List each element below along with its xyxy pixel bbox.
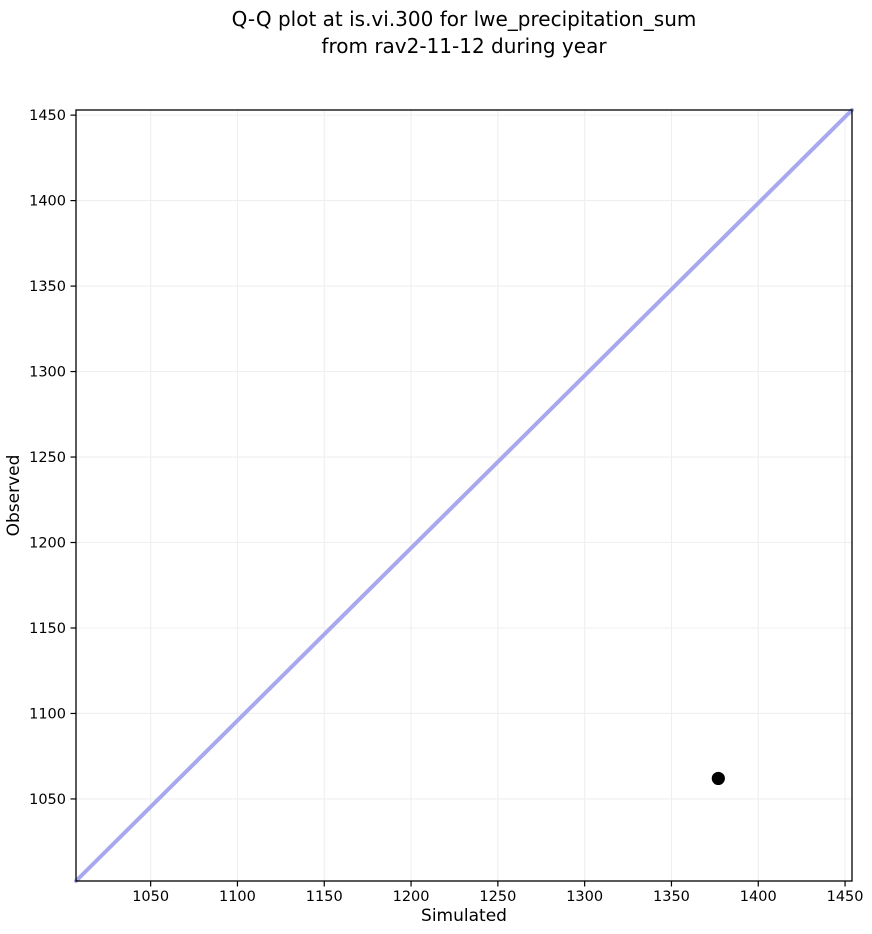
y-tick-label: 1150 (29, 621, 66, 637)
y-tick-label: 1200 (29, 536, 66, 552)
x-tick-label: 1300 (566, 889, 603, 905)
axes-layer (70, 109, 853, 887)
x-tick-label: 1350 (653, 889, 690, 905)
x-tick-label: 1400 (740, 889, 777, 905)
y-tick-label: 1100 (29, 706, 66, 722)
axes-spines (75, 109, 853, 882)
x-tick-label: 1100 (219, 889, 256, 905)
data-point-layer (711, 771, 725, 786)
y-tick-label: 1400 (29, 194, 66, 210)
x-tick-label: 1200 (393, 889, 430, 905)
y-tick-label: 1250 (29, 450, 66, 466)
y-axis-label: Observed (4, 455, 24, 537)
grid-layer (76, 110, 852, 881)
y-tick-label: 1450 (29, 108, 66, 124)
data-point (711, 771, 725, 786)
chart-title-line-1: Q-Q plot at is.vi.300 for lwe_precipitat… (231, 7, 697, 31)
x-tick-label: 1450 (827, 889, 864, 905)
x-tick-label: 1050 (132, 889, 169, 905)
tick-label-layer: 1050 1100 1150 1200 1250 1300 1350 1400 1450 1050… (29, 108, 863, 905)
x-tick-label: 1150 (306, 889, 343, 905)
chart-title: Q-Q plot at is.vi.300 for lwe_precipitat… (76, 6, 852, 60)
y-tick-label: 1050 (29, 792, 66, 808)
x-axis-label: Simulated (421, 906, 507, 926)
identity-line (74, 108, 854, 883)
y-tick-label: 1300 (29, 365, 66, 381)
y-tick-label: 1350 (29, 279, 66, 295)
chart-title-line-2: from rav2-11-12 during year (321, 34, 607, 58)
identity-line-layer (74, 108, 854, 883)
x-tick-label: 1250 (479, 889, 516, 905)
